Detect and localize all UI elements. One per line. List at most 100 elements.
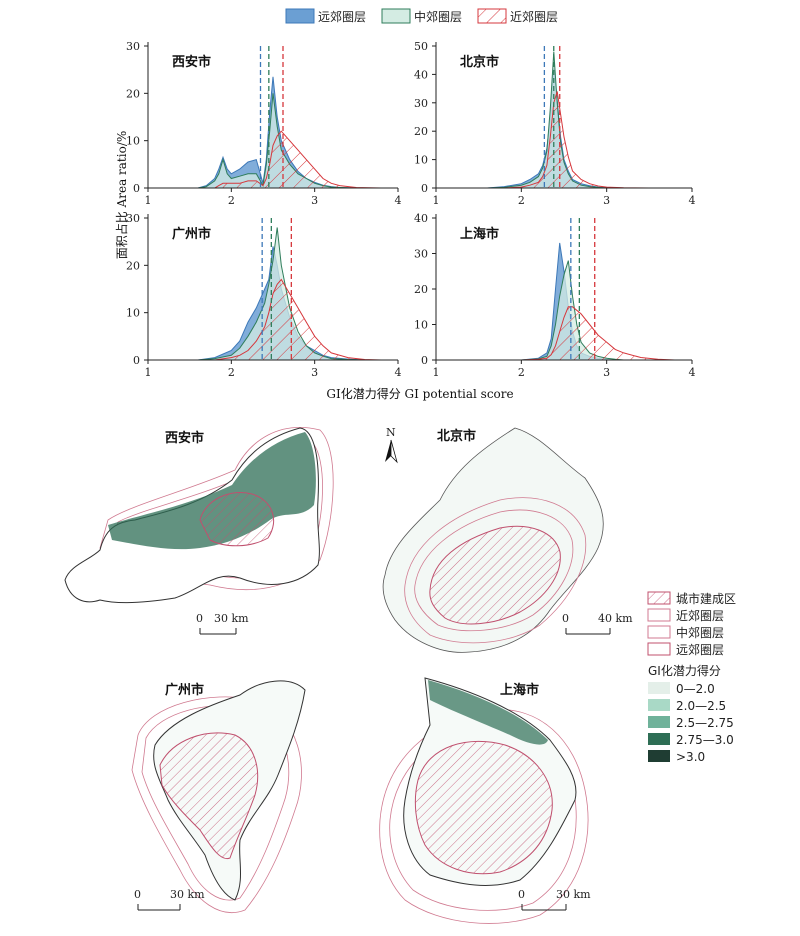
legend-label-middle: 中郊圈层 [414,9,462,24]
legend-swatch-near [477,8,507,24]
y-tick-label-shanghai: 30 [414,248,428,261]
map-legend-class-label-3: 2.75—3.0 [676,733,734,747]
scale-label-beijing: 40 km [598,612,633,625]
y-tick-label-beijing: 0 [421,182,428,195]
map-legend-class-label-2: 2.5—2.75 [676,716,734,730]
north-arrow-icon: N [385,426,398,464]
chart-title-beijing: 北京市 [460,54,499,70]
map-legend-label-middle: 中郊圈层 [676,625,724,640]
gi-island-shanghai [428,680,548,745]
series-outer-beijing [487,68,675,189]
y-tick-label-xian: 10 [126,135,140,148]
top-legend: 远郊圈层 中郊圈层 近郊圈层 [285,8,558,24]
x-tick-label-guangzhou: 2 [228,366,235,379]
map-legend-class-swatch-3 [648,733,670,745]
map-beijing: 北京市 0 40 km [382,427,633,653]
scale-zero-guangzhou: 0 [134,888,141,901]
scale-label-guangzhou: 30 km [170,888,205,901]
map-legend-class-swatch-2 [648,716,670,728]
y-tick-label-shanghai: 0 [421,354,428,367]
x-tick-label-beijing: 3 [603,194,610,207]
x-tick-label-xian: 1 [145,194,152,207]
series-near-shanghai [521,306,675,361]
x-tick-label-shanghai: 4 [689,366,696,379]
y-tick-label-guangzhou: 20 [126,259,140,272]
x-tick-label-xian: 2 [228,194,235,207]
chart-title-xian: 西安市 [172,54,211,70]
built-area-shanghai [414,740,553,875]
map-title-shanghai: 上海市 [500,682,539,698]
map-title-guangzhou: 广州市 [165,682,204,698]
map-legend-swatch-outer [647,642,671,656]
x-tick-label-guangzhou: 4 [395,366,402,379]
chart-title-guangzhou: 广州市 [172,226,211,242]
x-axis-label: GI化潜力得分 GI potential score [326,386,513,401]
map-legend-label-built: 城市建成区 [676,591,736,606]
y-tick-label-shanghai: 40 [414,212,428,225]
scale-bar-shanghai: 0 30 km [518,888,591,911]
map-shanghai: 上海市 0 30 km [379,677,591,924]
map-xian: 西安市 0 30 km [64,427,334,635]
panel-shanghai: 0 10 20 30 40 1 2 3 4 上海市 [414,212,696,379]
series-near-xian [198,130,382,189]
map-legend-label-outer: 远郊圈层 [676,643,724,657]
panel-beijing: 0 10 20 30 40 50 1 2 3 4 北京市 [414,40,696,207]
legend-label-outer: 远郊圈层 [318,10,366,24]
scale-zero-xian: 0 [196,612,203,625]
map-legend-class-label-1: 2.0—2.5 [676,699,726,713]
map-legend-class-swatch-4 [648,750,670,762]
map-legend-label-near: 近郊圈层 [676,609,724,623]
legend-swatch-outer [285,8,315,24]
map-legend-swatch-middle [647,625,671,639]
ring-middle-beijing [414,509,574,632]
y-tick-label-shanghai: 10 [414,319,428,332]
y-tick-label-guangzhou: 0 [133,354,140,367]
map-title-xian: 西安市 [165,430,204,446]
scale-label-xian: 30 km [214,612,249,625]
map-legend-class-label-0: 0—2.0 [676,682,715,696]
map-legend-swatch-built [647,591,671,605]
x-tick-label-guangzhou: 1 [145,366,152,379]
y-tick-label-xian: 30 [126,40,140,53]
scale-zero-shanghai: 0 [518,888,525,901]
map-legend-swatch-near [647,608,671,622]
map-legend: 城市建成区 近郊圈层 中郊圈层 远郊圈层 GI化潜力得分 0—2.0 2.0—2… [647,591,736,764]
scale-bar-beijing: 0 40 km [562,612,633,635]
ring-outer-beijing [404,497,587,644]
y-tick-label-beijing: 50 [414,40,428,53]
series-middle-beijing [487,51,675,189]
scale-label-shanghai: 30 km [556,888,591,901]
y-tick-label-beijing: 30 [414,97,428,110]
built-area-xian [199,492,275,547]
map-legend-score-title: GI化潜力得分 [648,663,721,678]
x-tick-label-beijing: 2 [518,194,525,207]
y-tick-label-xian: 20 [126,87,140,100]
legend-swatch-middle [381,8,411,24]
series-near-guangzhou [198,278,382,361]
map-guangzhou: 广州市 0 30 km [131,680,306,913]
x-tick-label-xian: 3 [311,194,318,207]
x-tick-label-beijing: 4 [689,194,696,207]
y-tick-label-beijing: 10 [414,154,428,167]
y-tick-label-shanghai: 20 [414,283,428,296]
scale-bar-guangzhou: 0 30 km [134,888,205,911]
y-axis-label: 面积占比 Area ratio/% [114,131,129,260]
y-tick-label-beijing: 40 [414,68,428,81]
y-tick-label-xian: 0 [133,182,140,195]
panel-xian: 0 10 20 30 1 2 3 4 西安市 [126,40,402,207]
x-tick-label-shanghai: 1 [433,366,440,379]
built-area-guangzhou [159,732,259,860]
y-tick-label-beijing: 20 [414,125,428,138]
y-tick-label-guangzhou: 10 [126,307,140,320]
map-title-beijing: 北京市 [437,428,476,444]
map-legend-class-swatch-0 [648,682,670,694]
x-tick-label-xian: 4 [395,194,402,207]
x-tick-label-guangzhou: 3 [311,366,318,379]
x-tick-label-shanghai: 3 [603,366,610,379]
chart-title-shanghai: 上海市 [460,226,499,242]
y-tick-label-guangzhou: 30 [126,212,140,225]
built-area-beijing [429,525,561,625]
panel-guangzhou: 0 10 20 30 1 2 3 4 广州市 [126,212,402,379]
scale-zero-beijing: 0 [562,612,569,625]
